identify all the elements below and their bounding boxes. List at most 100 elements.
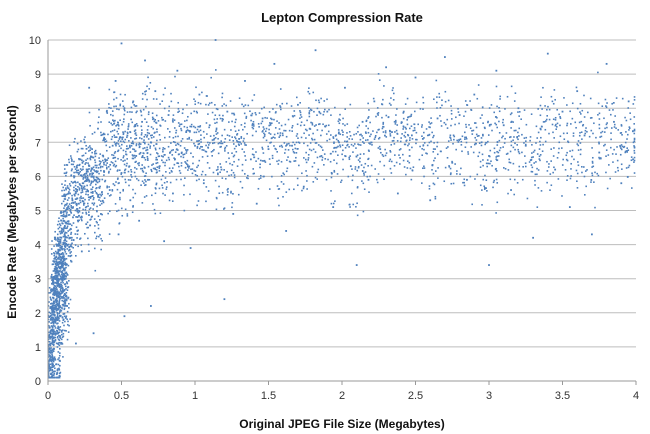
data-point (231, 152, 233, 154)
data-point (341, 144, 344, 147)
data-point (425, 152, 427, 155)
data-point (92, 204, 95, 206)
data-point (529, 139, 531, 142)
data-point (127, 125, 130, 127)
data-point (155, 98, 158, 100)
data-point (182, 108, 184, 111)
data-point (344, 140, 346, 143)
data-point (486, 165, 489, 168)
data-point (99, 166, 102, 169)
data-point (597, 174, 600, 177)
data-point (301, 189, 303, 192)
data-point (61, 189, 63, 192)
data-point (95, 170, 98, 172)
data-point (581, 165, 583, 168)
data-point (222, 208, 225, 210)
data-point (620, 148, 623, 151)
data-point (62, 200, 65, 203)
data-point (56, 322, 58, 325)
data-point (512, 162, 515, 165)
data-point (66, 185, 69, 187)
data-point (562, 158, 564, 161)
data-point (561, 147, 563, 149)
data-point (92, 190, 94, 193)
data-point (54, 230, 56, 233)
data-point (281, 146, 284, 148)
data-point (263, 106, 265, 109)
data-point (66, 310, 69, 313)
data-point (579, 142, 582, 144)
data-point (110, 194, 112, 196)
data-point (65, 263, 68, 265)
data-point (214, 179, 217, 182)
data-point (625, 167, 628, 169)
data-point (196, 204, 198, 207)
data-point (57, 322, 59, 325)
data-point (236, 134, 238, 136)
data-point (194, 126, 197, 129)
data-point (66, 318, 68, 321)
data-point (166, 181, 168, 183)
data-point (117, 150, 119, 153)
data-point (99, 204, 101, 206)
data-point (57, 343, 60, 346)
data-point (141, 98, 144, 100)
data-point (209, 135, 212, 137)
data-point (354, 168, 357, 170)
data-point (62, 267, 65, 269)
data-point (308, 92, 311, 95)
data-point (144, 179, 146, 181)
data-point (554, 116, 557, 119)
data-point (69, 237, 72, 239)
data-point (154, 147, 157, 150)
data-point (439, 106, 442, 109)
data-point (63, 315, 66, 318)
data-point (561, 110, 564, 113)
data-point (200, 173, 203, 176)
data-point (145, 121, 148, 123)
data-point (104, 180, 106, 183)
data-point (67, 220, 70, 222)
data-point (63, 172, 66, 175)
data-point (539, 154, 542, 156)
data-point (52, 281, 54, 283)
data-point (60, 256, 62, 259)
data-point (106, 159, 109, 161)
data-point (482, 178, 485, 181)
data-point (456, 139, 458, 142)
data-point (55, 239, 57, 241)
data-point (90, 176, 93, 178)
data-point (398, 149, 401, 151)
data-point (102, 200, 104, 202)
data-point (342, 168, 344, 171)
data-point (55, 258, 58, 261)
data-point (168, 158, 171, 161)
data-point (213, 137, 216, 140)
data-point (150, 305, 152, 307)
data-point (66, 208, 69, 210)
data-point (605, 123, 608, 126)
data-point (158, 170, 161, 172)
data-point (130, 144, 133, 147)
data-point (310, 149, 313, 152)
data-point (530, 164, 533, 166)
data-point (457, 107, 459, 110)
data-point (64, 238, 66, 240)
data-point (215, 169, 218, 171)
data-point (461, 150, 463, 153)
data-point (322, 113, 325, 116)
data-point (194, 170, 197, 172)
data-point (63, 207, 65, 210)
data-point (390, 97, 392, 99)
data-point (224, 177, 227, 180)
data-point (316, 107, 319, 110)
data-point (49, 358, 51, 360)
data-point (117, 124, 120, 126)
data-point (70, 251, 72, 253)
data-point (264, 161, 267, 163)
data-point (400, 137, 402, 139)
data-point (110, 122, 112, 125)
data-point (382, 131, 385, 133)
data-point (226, 110, 229, 113)
data-point (161, 184, 163, 187)
